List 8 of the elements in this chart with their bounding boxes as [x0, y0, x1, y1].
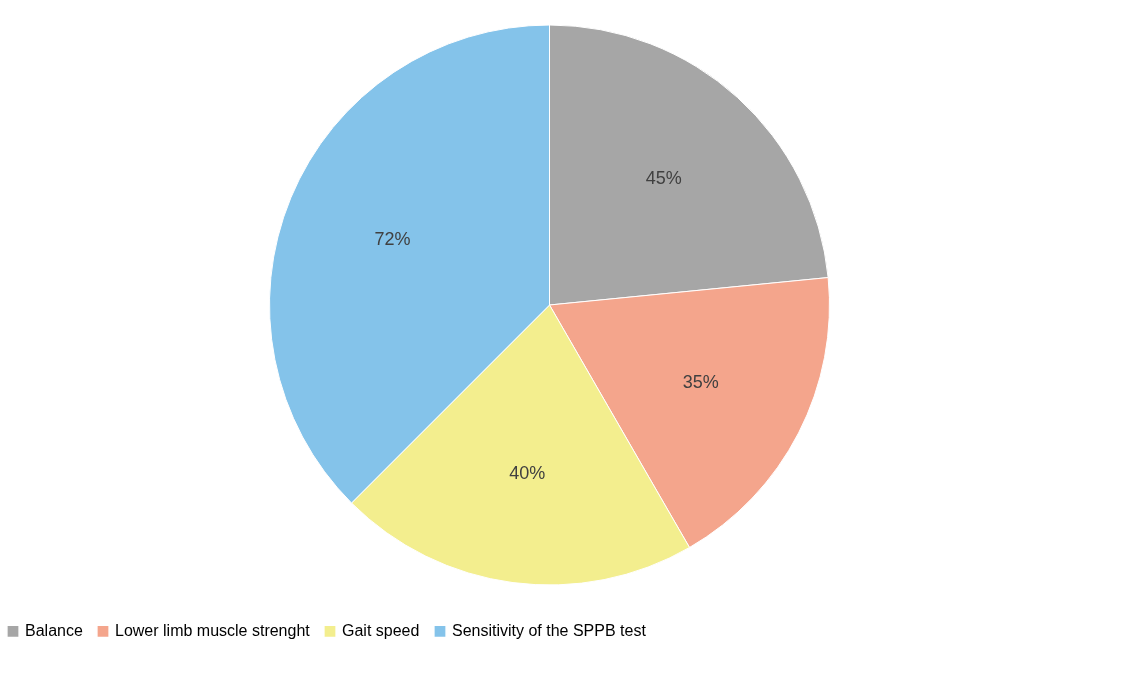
data-label: 35% — [682, 371, 719, 392]
legend-label: Sensitivity of the SPPB test — [452, 622, 647, 640]
legend-label: Lower limb muscle strenght — [115, 622, 311, 640]
data-label: 72% — [374, 228, 411, 249]
legend-label: Balance — [25, 622, 83, 640]
legend-label: Gait speed — [342, 622, 420, 640]
data-label: 45% — [645, 168, 682, 189]
data-label: 40% — [509, 462, 546, 483]
